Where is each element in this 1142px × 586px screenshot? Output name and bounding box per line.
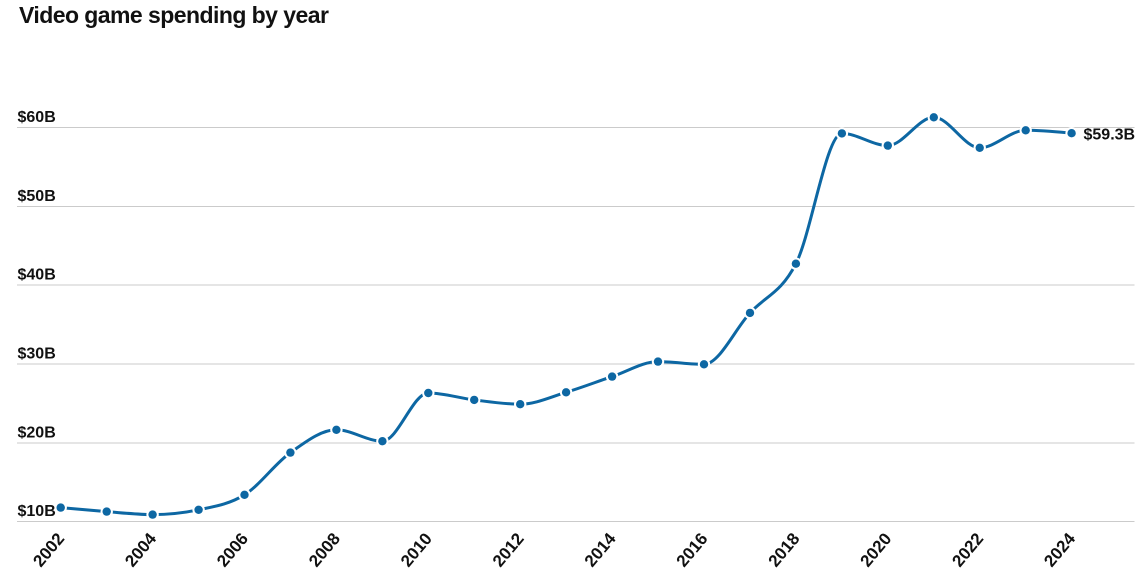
svg-text:$20B: $20B bbox=[18, 424, 56, 441]
svg-text:Video game spending by year: Video game spending by year bbox=[19, 2, 329, 28]
svg-text:$60B: $60B bbox=[18, 109, 56, 126]
svg-text:$50B: $50B bbox=[18, 188, 56, 205]
svg-text:$30B: $30B bbox=[18, 346, 56, 363]
svg-text:$59.3B: $59.3B bbox=[1084, 126, 1136, 143]
svg-text:$40B: $40B bbox=[18, 267, 56, 284]
svg-text:$10B: $10B bbox=[18, 503, 56, 520]
